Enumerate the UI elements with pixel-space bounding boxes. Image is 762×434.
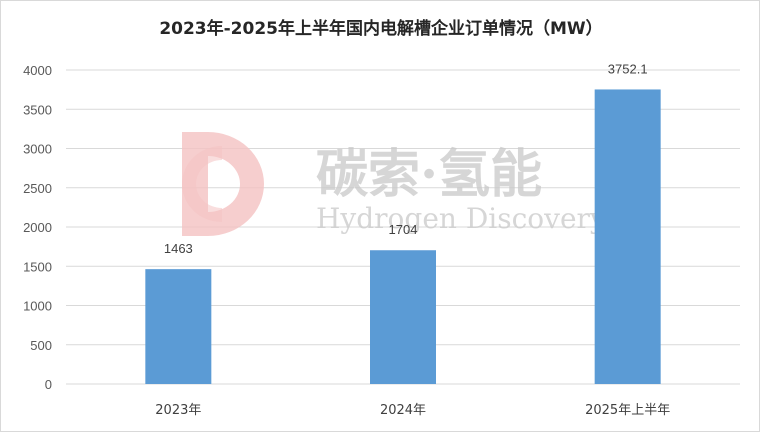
y-tick-label: 1000 [23,299,52,314]
bar [594,89,661,385]
y-tick-label: 0 [45,377,52,392]
y-tick-label: 2500 [23,181,52,196]
y-tick-label: 3500 [23,102,52,117]
data-label: 1463 [164,241,193,256]
watermark: 碳索·氢能 Hydrogen Discovery [182,132,606,236]
y-tick-label: 2000 [23,220,52,235]
data-labels: 1463 1704 3752.1 [164,61,648,256]
y-tick-label: 4000 [23,63,52,78]
bars [145,89,661,385]
watermark-logo-icon [182,132,264,236]
y-tick-label: 500 [30,338,52,353]
x-category-label: 2024年 [380,403,426,418]
y-tick-label: 1500 [23,259,52,274]
bar [370,250,436,384]
y-axis-ticks: 0 500 1000 1500 2000 2500 3000 3500 4000 [23,63,52,392]
bar [145,269,212,384]
x-axis-categories: 2023年 2024年 2025年上半年 [155,403,670,418]
data-label: 3752.1 [608,61,648,76]
data-label: 1704 [389,222,418,237]
x-category-label: 2025年上半年 [585,403,670,418]
chart-title: 2023年-2025年上半年国内电解槽企业订单情况（MW） [159,19,603,39]
watermark-text-en: Hydrogen Discovery [316,202,606,235]
y-tick-label: 3000 [23,142,52,157]
watermark-text-cn: 碳索·氢能 [316,144,542,205]
x-category-label: 2023年 [155,403,201,418]
